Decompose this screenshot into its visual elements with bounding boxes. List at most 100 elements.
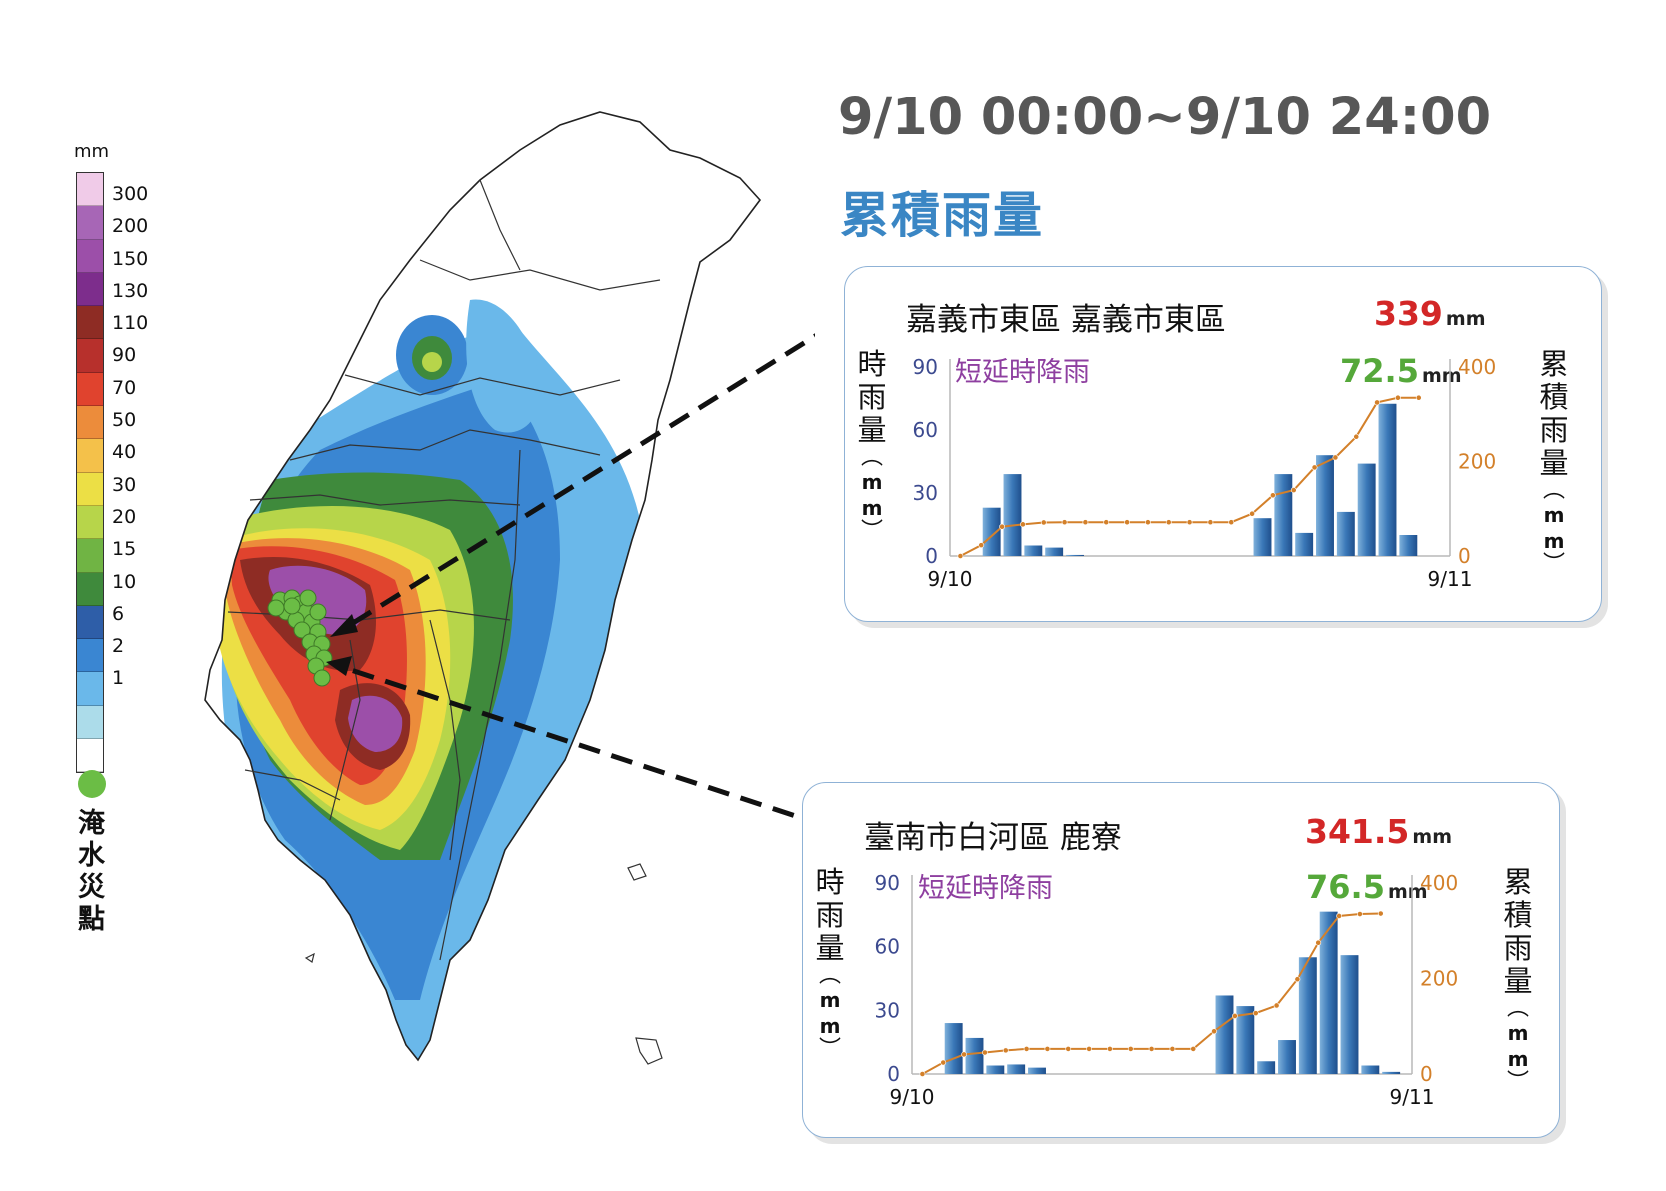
hourly-rain-bar [1399,535,1418,556]
hourly-rain-bar [1007,1064,1026,1074]
cumulative-point [1232,1013,1238,1019]
time-range-title: 9/10 00:00~9/10 24:00 [838,88,1492,147]
cumulative-point [1148,1046,1155,1052]
cumulative-point [1273,1002,1280,1009]
cumulative-point [1270,492,1276,499]
hourly-rain-bar [982,507,1001,556]
cumulative-point [978,542,985,549]
legend-label: 2 [112,635,125,658]
cumulative-point [1249,510,1255,517]
legend-label: 150 [112,247,149,270]
left-axis-label-2: 時雨量 ︵ mm ︶ [815,865,845,1062]
right-tick-label: 400 [1420,871,1458,895]
legend-swatch [77,705,103,740]
x-end-label: 9/11 [1428,567,1473,591]
cumulative-point [1103,519,1110,526]
hourly-rain-bar [965,1037,984,1074]
rainfall-map [204,111,815,1065]
left-tick-label: 90 [875,871,900,895]
hourly-rain-bar [1024,545,1043,556]
hourly-rain-bar [1066,554,1084,556]
orchid-island [635,1037,663,1065]
short-rain-label-1: 短延時降雨 [955,357,1090,388]
flood-point [267,599,285,617]
x-start-label: 9/10 [890,1085,935,1109]
legend-label: 300 [112,183,149,205]
legend-swatch [77,239,103,273]
legend-label: 40 [112,441,137,464]
x-start-label: 9/10 [928,567,973,591]
hourly-rain-bar [1045,547,1064,556]
cumulative-point [1252,1010,1259,1017]
legend-swatch [77,539,103,573]
cumulative-point [1294,976,1301,983]
short-rain-label-2: 短延時降雨 [918,873,1053,904]
legend-swatch [77,272,103,307]
legend-swatch [77,505,103,540]
legend-swatch [77,472,103,506]
cumulative-point [982,1049,988,1056]
cumulative-point [1145,519,1151,526]
cumulative-point [1357,911,1363,917]
hourly-rain-bar [1319,911,1338,1074]
legend-unit: mm [74,141,110,162]
cumulative-point [1020,521,1026,528]
hourly-rain-bar [1295,532,1314,556]
legend-label: 1 [112,667,125,690]
left-axis-label-1: 時雨量 ︵ mm ︶ [857,347,887,544]
cumulative-point [1127,1046,1134,1052]
flood-point-label: 淹水災點 [78,808,105,935]
hourly-rain-bar [1336,511,1355,556]
cumulative-point [1044,1046,1051,1052]
flood-point [299,589,317,607]
cumulative-point [1377,910,1384,917]
callout-arrows [326,333,815,826]
flood-point [313,669,331,687]
legend-labels: 300 200 150 130 110 90 70 50 40 30 20 15 10 6 2 1 [112,178,148,727]
cumulative-point [1107,1046,1113,1052]
legend-swatch [77,672,103,706]
cumulative-point [961,1051,967,1058]
hourly-rain-bar [986,1065,1005,1074]
station-panel-1 [844,266,1602,622]
cumulative-point [1228,519,1235,526]
left-tick-label: 30 [875,998,900,1022]
hourly-rain-bar [1215,995,1234,1074]
left-tick-label: 0 [887,1062,900,1086]
cumulative-point [1311,464,1318,471]
legend-label: 6 [112,602,125,625]
cumulative-point [1082,519,1089,526]
left-tick-label: 60 [875,935,900,959]
station-name-1: 嘉義市東區 嘉義市東區 [906,302,1226,338]
legend-label: 110 [112,312,149,335]
x-end-label: 9/11 [1390,1085,1435,1109]
hourly-rain-bar [1382,1071,1401,1074]
total-rain-1: 339 mm [1374,294,1486,333]
right-tick-label: 200 [1420,967,1458,991]
cumulative-point [1395,394,1401,401]
hourly-rain-bar [1278,1040,1296,1074]
legend-label: 50 [112,409,137,432]
cumulative-point [1086,1046,1092,1052]
flood-point-icon [78,770,106,798]
legend-label: 90 [112,344,137,367]
legend-label: 70 [112,376,137,399]
legend-label: 15 [112,538,137,561]
cumulative-point [940,1059,947,1066]
legend-label: 30 [112,473,137,496]
cumulative-point [957,553,964,559]
green-island [627,863,647,881]
cumulative-point [1332,454,1339,461]
hourly-rain-bar [944,1023,963,1074]
hourly-rain-bar [1253,518,1272,556]
cumulative-point [1040,519,1047,526]
legend-swatch [77,739,103,773]
cumulative-point [1315,939,1322,946]
flood-point [309,603,327,621]
left-tick-label: 90 [913,355,938,379]
right-tick-label: 400 [1458,355,1496,379]
legend-swatch [77,339,103,373]
legend-swatch [77,605,103,640]
legend-label: 20 [112,505,137,528]
